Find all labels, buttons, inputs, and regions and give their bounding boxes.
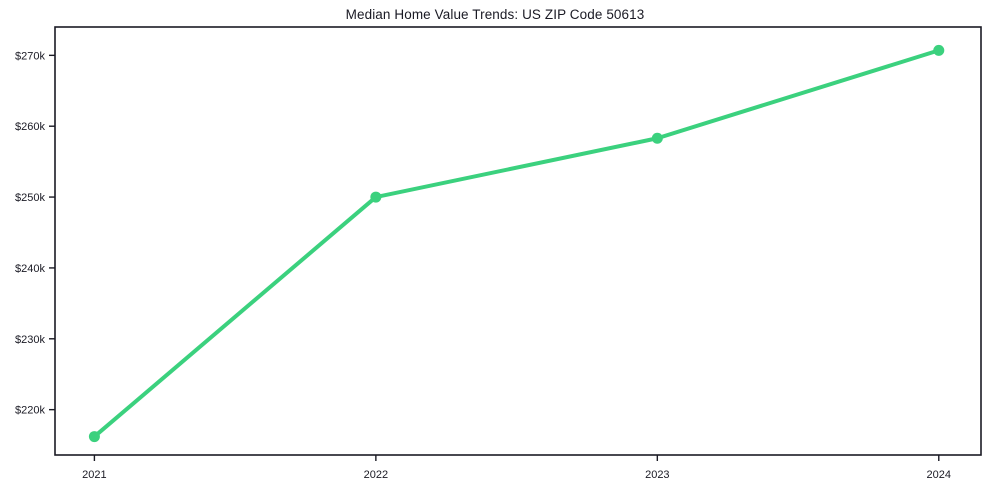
- y-tick-label: $250k: [15, 192, 45, 204]
- x-tick-label: 2024: [927, 469, 951, 481]
- data-point: [370, 191, 382, 203]
- x-tick-label: 2022: [364, 469, 388, 481]
- y-tick-label: $220k: [15, 405, 45, 417]
- data-point: [88, 431, 100, 443]
- chart-title: Median Home Value Trends: US ZIP Code 50…: [345, 7, 645, 22]
- y-tick-label: $270k: [15, 50, 45, 62]
- data-point: [651, 132, 663, 144]
- y-tick-label: $240k: [15, 263, 45, 275]
- x-tick-label: 2023: [645, 469, 669, 481]
- y-tick-label: $260k: [15, 121, 45, 133]
- data-point: [933, 44, 945, 56]
- plot-border: [54, 26, 982, 456]
- y-tick-label: $230k: [15, 334, 45, 346]
- x-tick-label: 2021: [82, 469, 106, 481]
- data-line: [92, 48, 941, 439]
